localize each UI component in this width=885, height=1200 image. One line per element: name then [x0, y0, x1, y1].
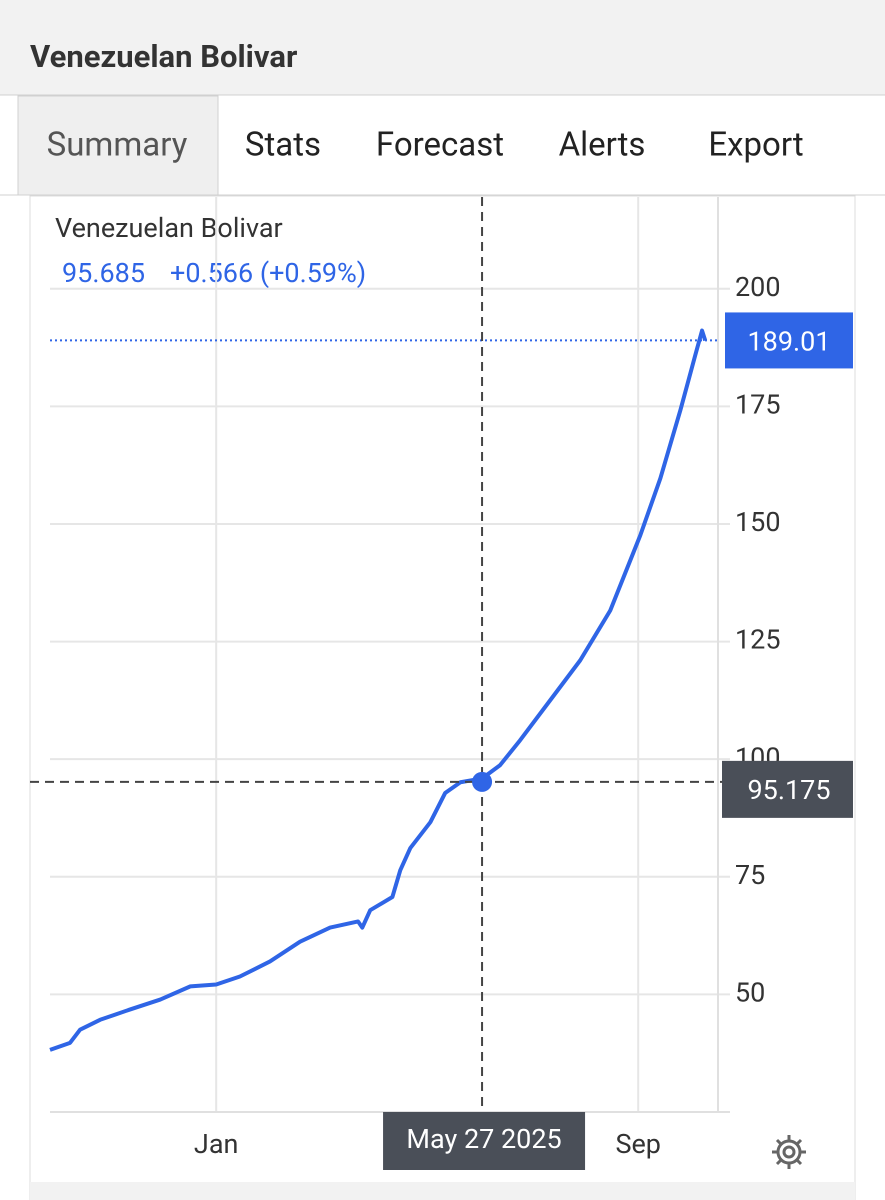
y-tick-label: 50 — [735, 977, 765, 1009]
footer-strip — [30, 1182, 855, 1200]
y-tick-label: 125 — [735, 624, 781, 656]
crosshair-date-label: May 27 2025 — [406, 1123, 561, 1155]
tab[interactable]: Export — [708, 126, 803, 165]
y-tick-label: 175 — [735, 388, 781, 420]
settings-icon[interactable] — [772, 1135, 806, 1169]
crosshair-value-box — [722, 760, 853, 818]
y-tick-label: 200 — [735, 271, 781, 303]
last-value-box — [725, 312, 853, 369]
chart-title: Venezuelan Bolivar — [55, 212, 283, 244]
tab[interactable]: Alerts — [559, 126, 646, 165]
header-bar — [0, 0, 885, 95]
tab[interactable]: Stats — [245, 126, 321, 165]
crosshair-date-box — [383, 1112, 586, 1170]
tab[interactable]: Summary — [47, 126, 188, 165]
crosshair-value-label: 95.175 — [748, 774, 831, 806]
price: 95.685 — [62, 257, 145, 289]
x-tick-label: Jan — [194, 1128, 239, 1160]
change: +0.566 (+0.59%) — [170, 257, 366, 289]
y-tick-label: 75 — [735, 859, 765, 891]
line-series — [49, 328, 708, 1052]
last-value-label: 189.01 — [748, 326, 831, 358]
crosshair-point — [472, 771, 493, 792]
header-title: Venezuelan Bolivar — [30, 38, 297, 75]
x-tick-label: Sep — [615, 1128, 661, 1160]
tab[interactable]: Forecast — [376, 126, 504, 165]
active-tab-bg[interactable] — [17, 95, 219, 196]
y-tick-label: 150 — [735, 506, 781, 538]
